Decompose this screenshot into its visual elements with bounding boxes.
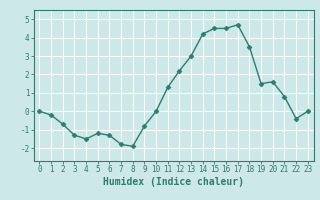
X-axis label: Humidex (Indice chaleur): Humidex (Indice chaleur) — [103, 177, 244, 187]
